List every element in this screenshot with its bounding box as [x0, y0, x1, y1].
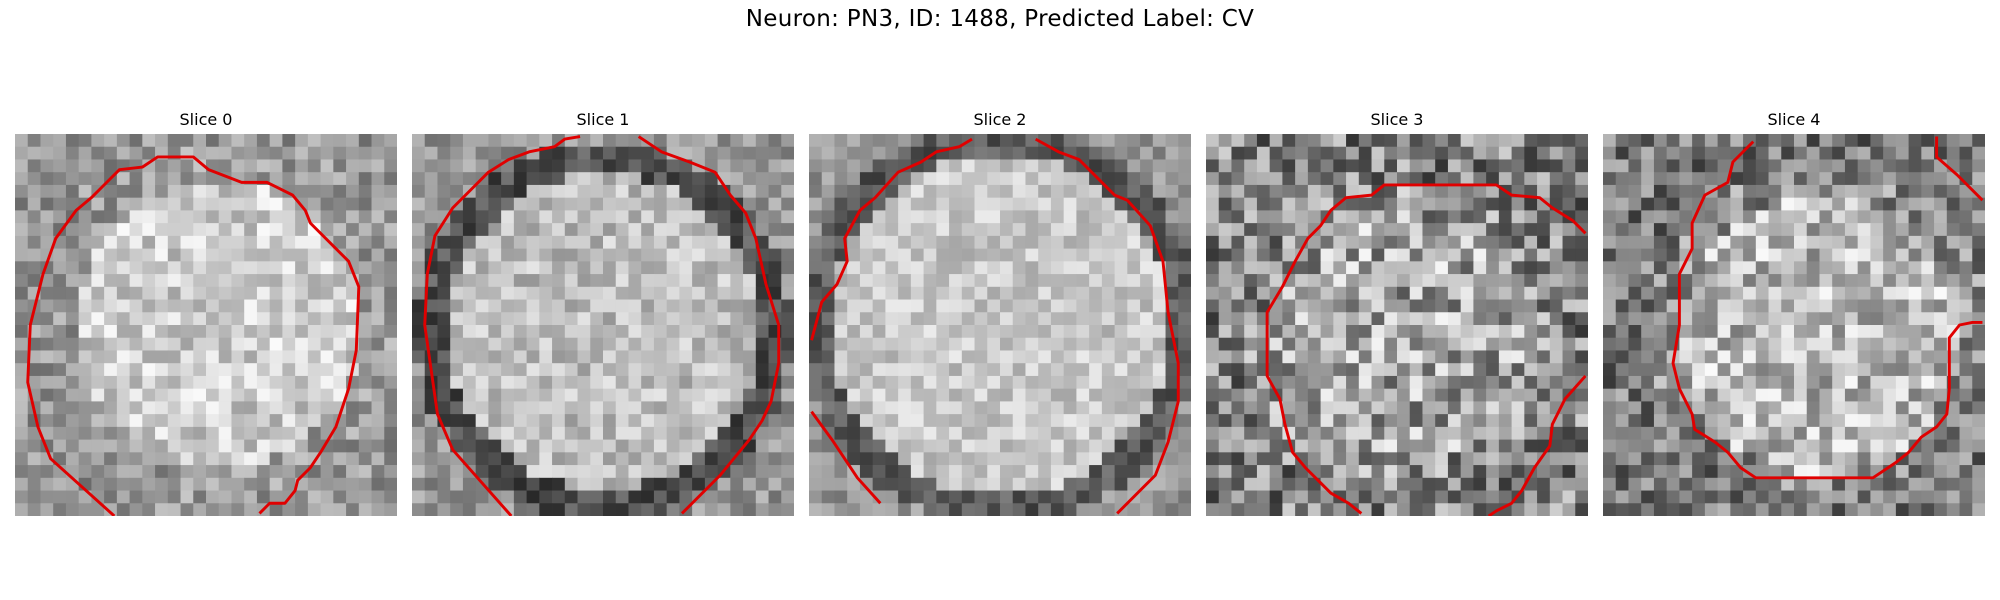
slice-4-micrograph — [1603, 134, 1985, 516]
slice-3-micrograph — [1206, 134, 1588, 516]
slice-2-micrograph — [809, 134, 1191, 516]
segmentation-contour — [26, 155, 361, 516]
slice-title: Slice 0 — [179, 110, 233, 129]
slice-title: Slice 1 — [576, 110, 630, 129]
segmentation-contour — [1671, 136, 1984, 480]
slice-1-micrograph — [412, 134, 794, 516]
segmentation-contour — [810, 137, 1180, 515]
segmentation-contour — [423, 135, 781, 516]
figure-title: Neuron: PN3, ID: 1488, Predicted Label: … — [745, 6, 1255, 32]
slice-0-micrograph — [15, 134, 397, 516]
slice-title: Slice 3 — [1370, 110, 1424, 129]
slice-panel-3: Slice 3 — [1206, 108, 1588, 516]
slice-panel-0: Slice 0 — [15, 108, 397, 516]
slice-panel-1: Slice 1 — [412, 108, 794, 516]
slice-panel-4: Slice 4 — [1603, 108, 1985, 516]
slice-panel-2: Slice 2 — [809, 108, 1191, 516]
slice-title: Slice 2 — [973, 110, 1027, 129]
segmentation-contour — [1265, 183, 1587, 516]
slice-title: Slice 4 — [1767, 110, 1821, 129]
